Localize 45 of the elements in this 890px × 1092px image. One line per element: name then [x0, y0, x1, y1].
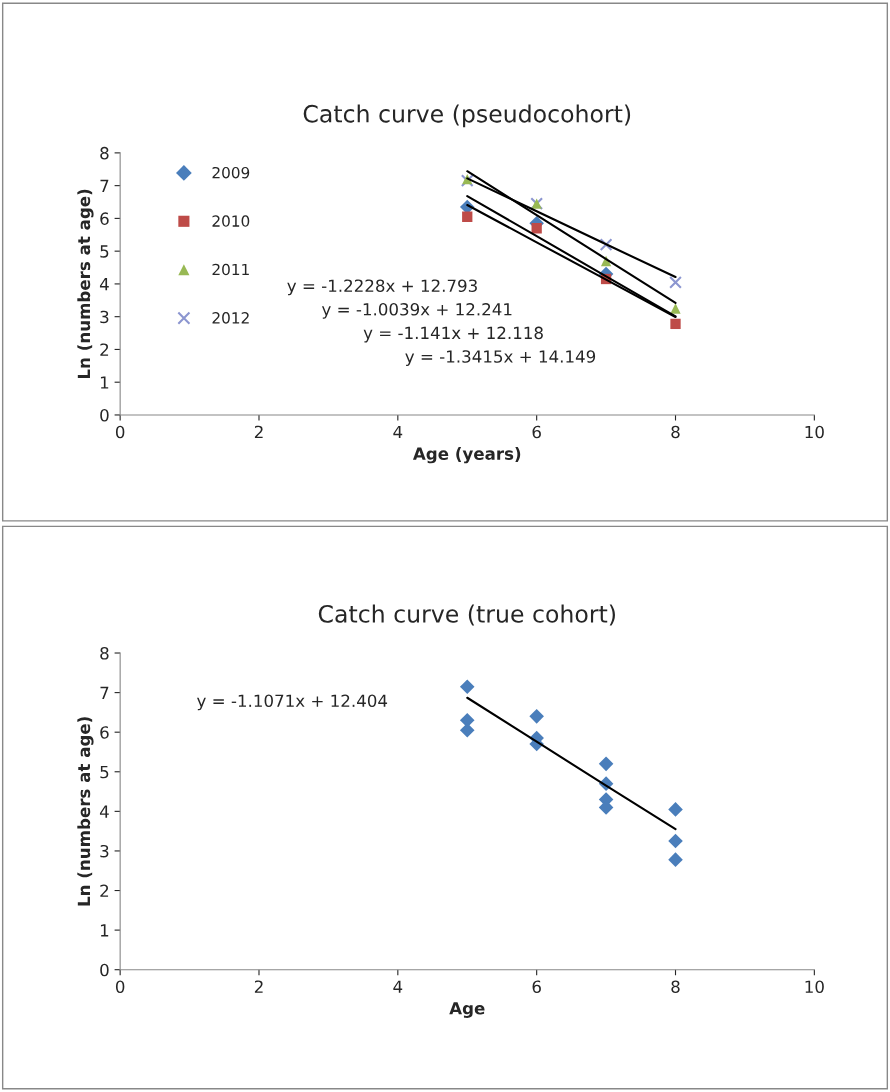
y-tick-label: 7	[100, 686, 109, 699]
legend-label: 2009	[212, 166, 250, 179]
x-tick-label: 2	[254, 425, 263, 439]
y-tick-label: 5	[100, 245, 109, 258]
x-axis-title: Age (years)	[412, 447, 521, 464]
y-tick-label: 4	[99, 278, 109, 291]
y-axis-title: Ln (numbers at age)	[77, 717, 94, 906]
x-axis-title: Age	[449, 1002, 485, 1018]
y-tick-label: 5	[100, 765, 109, 779]
annotation: y = -1.141x + 12.118	[363, 326, 543, 343]
x-tick-label: 10	[805, 980, 824, 994]
y-tick-label: 8	[100, 646, 109, 660]
y-tick-label: 0	[100, 408, 109, 422]
y-tick-label: 2	[100, 343, 109, 356]
x-tick-label: 0	[115, 980, 125, 994]
y-tick-label: 6	[100, 212, 109, 225]
annotation: y = -1.1071x + 12.404	[197, 694, 388, 711]
y-tick-label: 2	[100, 884, 109, 897]
y-tick-label: 3	[100, 310, 109, 324]
y-tick-label: 8	[100, 146, 109, 160]
x-tick-label: 10	[805, 425, 824, 439]
y-tick-label: 4	[99, 805, 109, 818]
y-tick-label: 6	[100, 726, 109, 739]
y-tick-label: 0	[100, 963, 109, 977]
y-tick-label: 1	[100, 376, 109, 389]
y-axis-title: Ln (numbers at age)	[77, 189, 94, 379]
x-tick-label: 8	[671, 980, 680, 994]
chart-title: Catch curve (pseudocohort)	[303, 104, 631, 128]
annotation: y = -1.2228x + 12.793	[287, 279, 477, 296]
chart-title: Catch curve (true cohort)	[318, 604, 615, 626]
x-tick-label: 6	[532, 425, 541, 439]
x-tick-label: 0	[115, 425, 125, 439]
legend-label: 2010	[212, 215, 250, 227]
legend-label: 2012	[212, 312, 249, 324]
x-tick-label: 4	[393, 980, 403, 993]
x-tick-label: 8	[671, 425, 680, 439]
annotation: y = -1.3415x + 14.149	[405, 350, 596, 367]
legend-label: 2011	[212, 263, 249, 276]
y-tick-label: 3	[100, 844, 109, 858]
x-tick-label: 6	[532, 980, 541, 994]
y-tick-label: 7	[100, 179, 109, 192]
annotation: y = -1.0039x + 12.241	[321, 303, 512, 319]
x-tick-label: 2	[254, 980, 263, 993]
x-tick-label: 4	[393, 425, 403, 439]
y-tick-label: 1	[100, 924, 109, 937]
